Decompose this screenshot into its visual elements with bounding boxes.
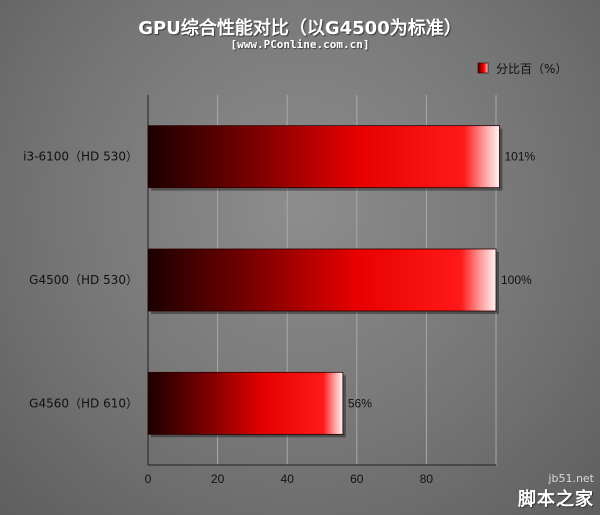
x-tick-label: 20 xyxy=(211,472,225,486)
chart-subtitle: [www.PConline.com.cn] xyxy=(230,38,370,51)
bar xyxy=(147,248,497,312)
watermark-name: 脚本之家 xyxy=(518,489,594,510)
value-label: 56% xyxy=(348,396,372,410)
x-tick-label: 60 xyxy=(350,472,364,486)
watermark: jb51.net 脚本之家 xyxy=(518,472,594,511)
label-layer: i3-6100（HD 530） 101% G4500（HD 530） 100% G456… xyxy=(23,150,535,411)
category-label: G4560（HD 610） xyxy=(29,396,138,410)
x-tick-label: 80 xyxy=(420,472,434,486)
value-label: 100% xyxy=(501,273,532,287)
bar xyxy=(147,125,500,189)
legend-label: 分比百（%） xyxy=(496,62,567,76)
legend: 分比百（%） xyxy=(477,62,567,76)
value-label: 101% xyxy=(504,150,535,164)
chart-title: GPU综合性能对比（以G4500为标准） xyxy=(138,18,462,39)
x-tick-label: 40 xyxy=(281,472,295,486)
category-label: i3-6100（HD 530） xyxy=(23,150,138,164)
bar-layer xyxy=(147,125,503,438)
category-label: G4500（HD 530） xyxy=(29,273,138,287)
watermark-url: jb51.net xyxy=(548,472,594,485)
x-tick-label: 0 xyxy=(145,472,152,486)
bar xyxy=(147,371,344,435)
legend-swatch xyxy=(477,62,489,74)
